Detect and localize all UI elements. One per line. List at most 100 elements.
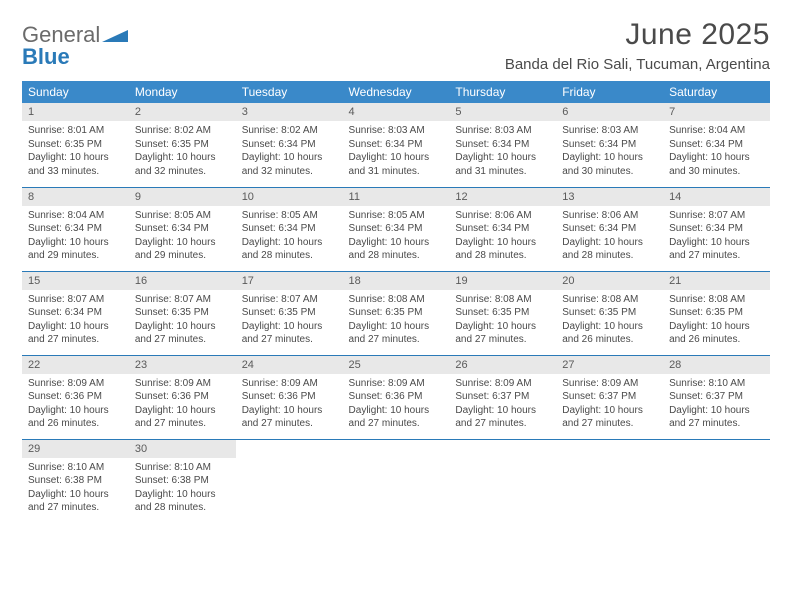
logo-triangle-icon xyxy=(102,28,128,42)
calendar-cell: 27Sunrise: 8:09 AMSunset: 6:37 PMDayligh… xyxy=(556,355,663,439)
calendar-cell: 28Sunrise: 8:10 AMSunset: 6:37 PMDayligh… xyxy=(663,355,770,439)
calendar-row: 1Sunrise: 8:01 AMSunset: 6:35 PMDaylight… xyxy=(22,103,770,187)
day-number: 14 xyxy=(663,188,770,206)
day-details: Sunrise: 8:04 AMSunset: 6:34 PMDaylight:… xyxy=(22,206,129,267)
weekday-friday: Friday xyxy=(556,81,663,103)
calendar-row: 22Sunrise: 8:09 AMSunset: 6:36 PMDayligh… xyxy=(22,355,770,439)
day-number: 8 xyxy=(22,188,129,206)
calendar-cell: 26Sunrise: 8:09 AMSunset: 6:37 PMDayligh… xyxy=(449,355,556,439)
day-details: Sunrise: 8:10 AMSunset: 6:38 PMDaylight:… xyxy=(129,458,236,519)
calendar-cell-empty: .. xyxy=(449,439,556,523)
day-details: Sunrise: 8:02 AMSunset: 6:34 PMDaylight:… xyxy=(236,121,343,182)
calendar-cell: 11Sunrise: 8:05 AMSunset: 6:34 PMDayligh… xyxy=(343,187,450,271)
calendar-cell-empty: .. xyxy=(236,439,343,523)
day-details: Sunrise: 8:05 AMSunset: 6:34 PMDaylight:… xyxy=(129,206,236,267)
day-number: 27 xyxy=(556,356,663,374)
calendar-cell-empty: .. xyxy=(556,439,663,523)
calendar-cell: 17Sunrise: 8:07 AMSunset: 6:35 PMDayligh… xyxy=(236,271,343,355)
calendar-cell: 22Sunrise: 8:09 AMSunset: 6:36 PMDayligh… xyxy=(22,355,129,439)
weekday-monday: Monday xyxy=(129,81,236,103)
day-details: Sunrise: 8:05 AMSunset: 6:34 PMDaylight:… xyxy=(343,206,450,267)
weekday-sunday: Sunday xyxy=(22,81,129,103)
day-details: Sunrise: 8:09 AMSunset: 6:37 PMDaylight:… xyxy=(556,374,663,435)
calendar-cell: 3Sunrise: 8:02 AMSunset: 6:34 PMDaylight… xyxy=(236,103,343,187)
logo-word-blue: Blue xyxy=(22,44,70,69)
calendar-cell-empty: .. xyxy=(343,439,450,523)
day-details: Sunrise: 8:03 AMSunset: 6:34 PMDaylight:… xyxy=(556,121,663,182)
calendar-table: Sunday Monday Tuesday Wednesday Thursday… xyxy=(22,81,770,523)
calendar-cell: 23Sunrise: 8:09 AMSunset: 6:36 PMDayligh… xyxy=(129,355,236,439)
day-number: 5 xyxy=(449,103,556,121)
day-number: 17 xyxy=(236,272,343,290)
day-number: 1 xyxy=(22,103,129,121)
calendar-cell: 9Sunrise: 8:05 AMSunset: 6:34 PMDaylight… xyxy=(129,187,236,271)
day-number: 16 xyxy=(129,272,236,290)
calendar-cell: 29Sunrise: 8:10 AMSunset: 6:38 PMDayligh… xyxy=(22,439,129,523)
day-number: 25 xyxy=(343,356,450,374)
day-number: 23 xyxy=(129,356,236,374)
day-number: 10 xyxy=(236,188,343,206)
weekday-tuesday: Tuesday xyxy=(236,81,343,103)
day-details: Sunrise: 8:08 AMSunset: 6:35 PMDaylight:… xyxy=(556,290,663,351)
calendar-cell-empty: .. xyxy=(663,439,770,523)
calendar-row: 15Sunrise: 8:07 AMSunset: 6:34 PMDayligh… xyxy=(22,271,770,355)
day-details: Sunrise: 8:06 AMSunset: 6:34 PMDaylight:… xyxy=(556,206,663,267)
day-number: 12 xyxy=(449,188,556,206)
weekday-saturday: Saturday xyxy=(663,81,770,103)
day-details: Sunrise: 8:09 AMSunset: 6:36 PMDaylight:… xyxy=(343,374,450,435)
day-number: 28 xyxy=(663,356,770,374)
day-details: Sunrise: 8:06 AMSunset: 6:34 PMDaylight:… xyxy=(449,206,556,267)
day-details: Sunrise: 8:03 AMSunset: 6:34 PMDaylight:… xyxy=(449,121,556,182)
day-details: Sunrise: 8:07 AMSunset: 6:35 PMDaylight:… xyxy=(129,290,236,351)
day-details: Sunrise: 8:02 AMSunset: 6:35 PMDaylight:… xyxy=(129,121,236,182)
calendar-cell: 13Sunrise: 8:06 AMSunset: 6:34 PMDayligh… xyxy=(556,187,663,271)
title-block: June 2025 Banda del Rio Sali, Tucuman, A… xyxy=(505,18,770,73)
day-details: Sunrise: 8:07 AMSunset: 6:34 PMDaylight:… xyxy=(663,206,770,267)
day-number: 15 xyxy=(22,272,129,290)
day-details: Sunrise: 8:10 AMSunset: 6:37 PMDaylight:… xyxy=(663,374,770,435)
day-details: Sunrise: 8:08 AMSunset: 6:35 PMDaylight:… xyxy=(663,290,770,351)
calendar-cell: 16Sunrise: 8:07 AMSunset: 6:35 PMDayligh… xyxy=(129,271,236,355)
weekday-wednesday: Wednesday xyxy=(343,81,450,103)
calendar-cell: 21Sunrise: 8:08 AMSunset: 6:35 PMDayligh… xyxy=(663,271,770,355)
logo: General Blue xyxy=(22,24,130,68)
day-details: Sunrise: 8:05 AMSunset: 6:34 PMDaylight:… xyxy=(236,206,343,267)
day-details: Sunrise: 8:01 AMSunset: 6:35 PMDaylight:… xyxy=(22,121,129,182)
calendar-cell: 25Sunrise: 8:09 AMSunset: 6:36 PMDayligh… xyxy=(343,355,450,439)
calendar-cell: 4Sunrise: 8:03 AMSunset: 6:34 PMDaylight… xyxy=(343,103,450,187)
calendar-cell: 5Sunrise: 8:03 AMSunset: 6:34 PMDaylight… xyxy=(449,103,556,187)
location: Banda del Rio Sali, Tucuman, Argentina xyxy=(505,56,770,73)
header: General Blue June 2025 Banda del Rio Sal… xyxy=(22,18,770,73)
day-number: 24 xyxy=(236,356,343,374)
calendar-cell: 1Sunrise: 8:01 AMSunset: 6:35 PMDaylight… xyxy=(22,103,129,187)
day-number: 11 xyxy=(343,188,450,206)
day-number: 7 xyxy=(663,103,770,121)
day-details: Sunrise: 8:04 AMSunset: 6:34 PMDaylight:… xyxy=(663,121,770,182)
day-number: 3 xyxy=(236,103,343,121)
day-details: Sunrise: 8:03 AMSunset: 6:34 PMDaylight:… xyxy=(343,121,450,182)
day-details: Sunrise: 8:10 AMSunset: 6:38 PMDaylight:… xyxy=(22,458,129,519)
calendar-cell: 2Sunrise: 8:02 AMSunset: 6:35 PMDaylight… xyxy=(129,103,236,187)
calendar-cell: 6Sunrise: 8:03 AMSunset: 6:34 PMDaylight… xyxy=(556,103,663,187)
day-number: 30 xyxy=(129,440,236,458)
day-details: Sunrise: 8:09 AMSunset: 6:36 PMDaylight:… xyxy=(236,374,343,435)
calendar-cell: 10Sunrise: 8:05 AMSunset: 6:34 PMDayligh… xyxy=(236,187,343,271)
calendar-cell: 18Sunrise: 8:08 AMSunset: 6:35 PMDayligh… xyxy=(343,271,450,355)
calendar-cell: 20Sunrise: 8:08 AMSunset: 6:35 PMDayligh… xyxy=(556,271,663,355)
month-title: June 2025 xyxy=(505,18,770,52)
day-details: Sunrise: 8:08 AMSunset: 6:35 PMDaylight:… xyxy=(343,290,450,351)
calendar-cell: 7Sunrise: 8:04 AMSunset: 6:34 PMDaylight… xyxy=(663,103,770,187)
calendar-cell: 12Sunrise: 8:06 AMSunset: 6:34 PMDayligh… xyxy=(449,187,556,271)
calendar-row: 8Sunrise: 8:04 AMSunset: 6:34 PMDaylight… xyxy=(22,187,770,271)
calendar-cell: 15Sunrise: 8:07 AMSunset: 6:34 PMDayligh… xyxy=(22,271,129,355)
day-number: 18 xyxy=(343,272,450,290)
day-details: Sunrise: 8:09 AMSunset: 6:36 PMDaylight:… xyxy=(129,374,236,435)
day-details: Sunrise: 8:07 AMSunset: 6:34 PMDaylight:… xyxy=(22,290,129,351)
day-number: 13 xyxy=(556,188,663,206)
calendar-cell: 30Sunrise: 8:10 AMSunset: 6:38 PMDayligh… xyxy=(129,439,236,523)
day-details: Sunrise: 8:08 AMSunset: 6:35 PMDaylight:… xyxy=(449,290,556,351)
calendar-cell: 19Sunrise: 8:08 AMSunset: 6:35 PMDayligh… xyxy=(449,271,556,355)
day-number: 29 xyxy=(22,440,129,458)
day-number: 4 xyxy=(343,103,450,121)
day-details: Sunrise: 8:09 AMSunset: 6:37 PMDaylight:… xyxy=(449,374,556,435)
